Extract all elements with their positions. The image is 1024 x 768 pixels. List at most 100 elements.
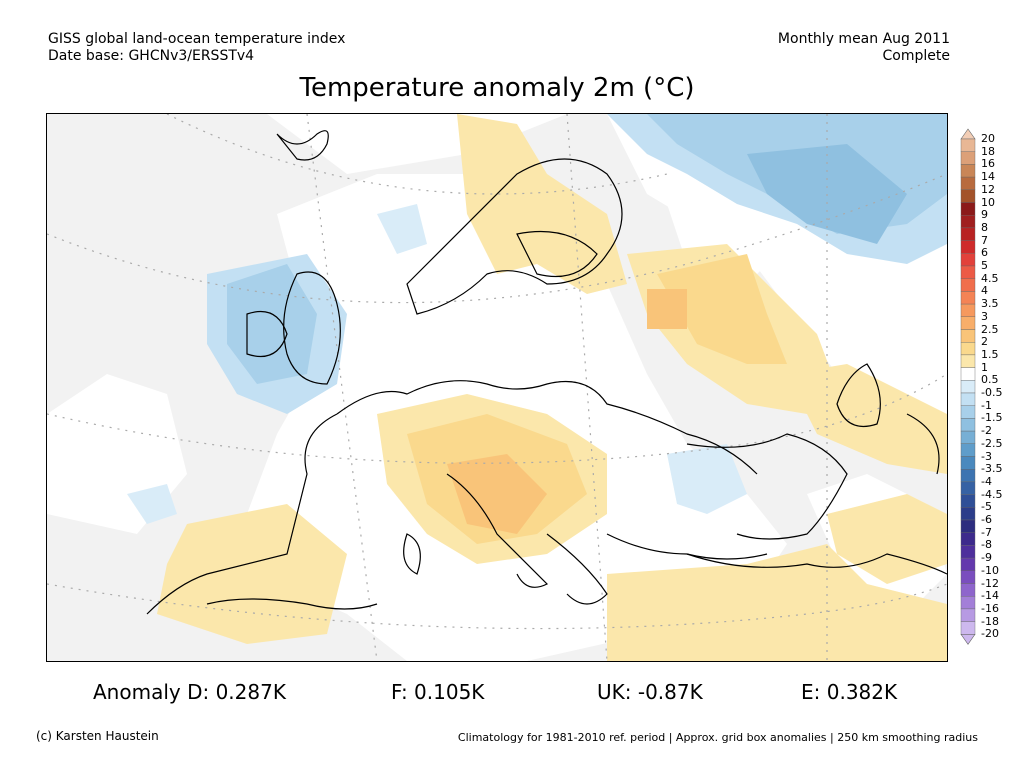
- colorbar-swatch: [960, 303, 976, 318]
- anomaly-d-stat: Anomaly D: 0.287K: [93, 680, 286, 704]
- colorbar-swatch: [960, 392, 976, 406]
- data-base: Date base: GHCNv3/ERSSTv4: [48, 48, 255, 64]
- colorbar-tick-label: -5: [981, 500, 992, 514]
- colorbar-swatch: [960, 341, 976, 356]
- colorbar-tick-label: -3.5: [981, 462, 1003, 476]
- colorbar-swatch: [960, 443, 976, 457]
- colorbar-tick-label: -0.5: [981, 386, 1003, 399]
- colorbar-swatch: [960, 430, 976, 445]
- colorbar-swatch: [960, 253, 976, 267]
- colorbar-swatch: [960, 570, 976, 584]
- colorbar-tick-label: 2.5: [981, 322, 999, 336]
- colorbar-swatch: [960, 494, 976, 508]
- colorbar-swatch: [960, 545, 976, 559]
- dataset-header: GISS global land-ocean temperature index…: [48, 31, 345, 65]
- colorbar-tick-label: 4: [981, 284, 988, 298]
- colorbar-swatch: [960, 265, 976, 279]
- anomaly-map: [46, 113, 948, 662]
- warm-anomaly-areas: [157, 114, 947, 661]
- colorbar-swatch: [960, 596, 976, 610]
- colorbar-tick-label: -2: [981, 424, 992, 438]
- colorbar-swatches: [960, 128, 976, 645]
- colorbar-swatch: [960, 291, 976, 305]
- dataset-name: GISS global land-ocean temperature index: [48, 31, 346, 47]
- colorbar-tick-label: 20: [981, 132, 995, 145]
- colorbar-swatch: [960, 329, 976, 343]
- colorbar-tick-label: -7: [981, 525, 992, 539]
- colorbar-swatch: [960, 138, 976, 152]
- colorbar-swatch: [960, 316, 976, 330]
- colorbar-swatch: [960, 621, 976, 635]
- colorbar-tick-label: 8: [981, 220, 988, 234]
- colorbar-tick-label: -16: [981, 601, 999, 615]
- colorbar-bottom-arrow: [960, 634, 976, 645]
- period-label: Monthly mean Aug 2011: [777, 31, 950, 47]
- colorbar-swatch: [960, 380, 976, 394]
- colorbar-swatch: [960, 456, 976, 470]
- colorbar-tick-label: -14: [981, 589, 999, 603]
- colorbar-tick-label: 1.5: [981, 347, 999, 361]
- colorbar-swatch: [960, 214, 976, 229]
- colorbar-tick-label: 9: [981, 208, 988, 222]
- colorbar-tick-label: 12: [981, 182, 995, 196]
- colorbar-swatch: [960, 202, 976, 216]
- colorbar-tick-label: 4.5: [981, 271, 999, 285]
- colorbar-swatch: [960, 240, 976, 254]
- colorbar-tick-label: 18: [981, 144, 995, 158]
- colorbar-tick-label: -4: [981, 474, 992, 488]
- colorbar-tick-label: -9: [981, 551, 992, 565]
- colorbar-tick-label: -3: [981, 449, 992, 463]
- colorbar-tick-label: 2: [981, 335, 988, 349]
- anomaly-uk-stat: UK: -0.87K: [597, 680, 703, 704]
- coastlines: [146, 130, 947, 615]
- colorbar-tick-label: 7: [981, 233, 988, 247]
- colorbar-swatch: [960, 164, 976, 178]
- colorbar-legend: 20 18 16 14 12 10 9 8 7 6 5 4.5 4 3.5 3 2.5 2 1.5 1 0.5 -0.5…: [959, 127, 1002, 655]
- colorbar-swatch: [960, 532, 976, 546]
- colorbar-tick-label: -18: [981, 614, 999, 628]
- colorbar-swatch: [960, 519, 976, 533]
- colorbar-tick-label: 1: [981, 360, 988, 374]
- colorbar-swatch: [960, 354, 976, 368]
- map-title: Temperature anomaly 2m (°C): [299, 73, 695, 103]
- colorbar-swatch: [960, 176, 976, 190]
- completeness-label: Complete: [882, 48, 950, 64]
- colorbar-swatch: [960, 469, 976, 483]
- colorbar-swatch: [960, 507, 976, 521]
- colorbar-tick-label: -2.5: [981, 436, 1003, 450]
- colorbar-top-arrow: [960, 128, 976, 140]
- colorbar-tick-label: -10: [981, 563, 999, 577]
- colorbar-swatch: [960, 227, 976, 241]
- colorbar-tick-label: -1.5: [981, 411, 1003, 425]
- colorbar-tick-label: -4.5: [981, 487, 1003, 501]
- colorbar-tick-label: 14: [981, 170, 995, 184]
- period-header: Monthly mean Aug 2011 Complete: [778, 31, 950, 65]
- colorbar-swatch: [960, 418, 976, 432]
- map-canvas: [47, 114, 947, 661]
- colorbar-swatch: [960, 481, 976, 495]
- copyright-credit: (c) Karsten Haustein: [36, 729, 159, 743]
- colorbar-tick-label: 10: [981, 195, 995, 209]
- colorbar-tick-label: 5: [981, 259, 988, 272]
- colorbar-tick-label: -1: [981, 398, 992, 412]
- colorbar-tick-label: -6: [981, 513, 992, 526]
- climatology-note: Climatology for 1981-2010 ref. period | …: [457, 731, 978, 744]
- colorbar-tick-label: 0.5: [981, 373, 999, 387]
- colorbar-tick-label: 3: [981, 309, 988, 323]
- colorbar-swatch: [960, 189, 976, 203]
- colorbar-tick-label: -8: [981, 538, 992, 552]
- anomaly-e-stat: E: 0.382K: [801, 680, 898, 704]
- colorbar-tick-label: -20: [981, 627, 999, 641]
- graticule: [47, 114, 947, 661]
- colorbar-swatch: [960, 367, 976, 381]
- colorbar-tick-label: 6: [981, 246, 988, 260]
- colorbar-swatch: [960, 583, 976, 597]
- colorbar-tick-label: -12: [981, 576, 999, 590]
- colorbar-swatch: [960, 608, 976, 622]
- colorbar-tick-label: 3.5: [981, 297, 999, 311]
- colorbar-swatch: [960, 405, 976, 419]
- colorbar-swatch: [960, 151, 976, 165]
- anomaly-f-stat: F: 0.105K: [391, 680, 485, 704]
- colorbar-swatch: [960, 557, 976, 572]
- colorbar-tick-label: 16: [981, 157, 995, 171]
